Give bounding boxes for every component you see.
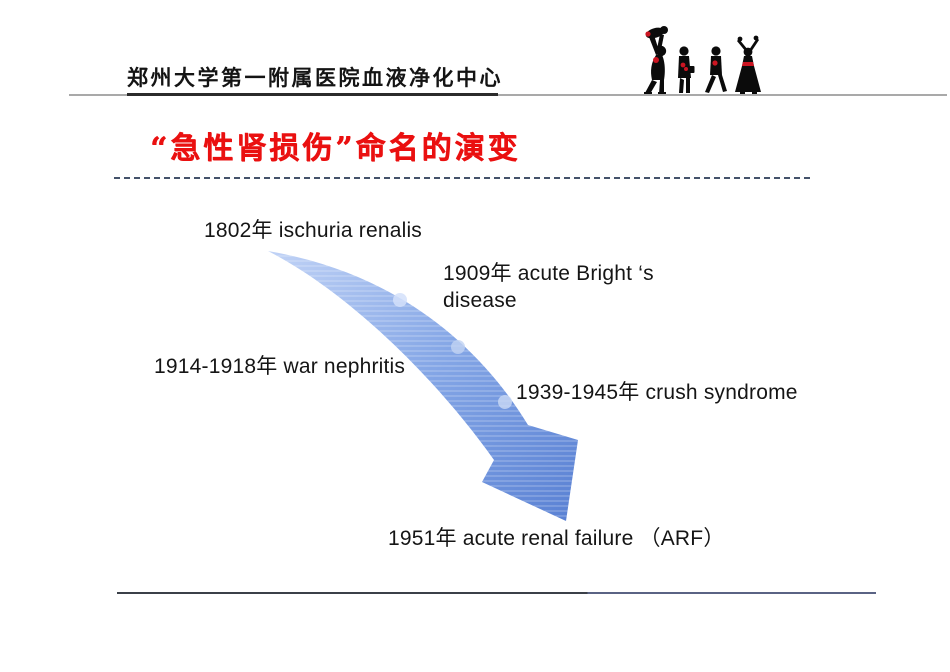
timeline-item-1909: 1909年 acute Bright ‘s disease — [443, 260, 703, 314]
slide-title: “急性肾损伤”命名的演变 — [150, 131, 521, 166]
people-silhouettes — [644, 26, 761, 95]
arrow-highlight-dot — [498, 395, 512, 409]
silhouette-standing-person-icon — [678, 46, 695, 93]
timeline-item-1914-1918: 1914-1918年 war nephritis — [154, 355, 406, 378]
timeline-item-1951: 1951年 acute renal failure （ARF） — [388, 527, 725, 550]
title-dashed-divider — [114, 177, 810, 179]
silhouette-dancer-icon — [735, 35, 761, 94]
evolution-arrow — [268, 251, 578, 521]
arrow-stripe-texture — [268, 251, 578, 521]
hospital-org-name: 郑州大学第一附属医院血液净化中心 — [127, 65, 503, 90]
timeline-item-1939-1945: 1939-1945年 crush syndrome — [516, 381, 798, 404]
silhouette-walking-person-icon — [705, 46, 727, 93]
silhouette-mother-and-child-icon — [644, 26, 668, 95]
footer-rule — [117, 592, 876, 594]
timeline-item-1909-line1: 1909年 acute Bright ‘s — [443, 262, 654, 285]
org-name-underline — [127, 93, 498, 96]
header-rule — [69, 94, 947, 96]
arrow-highlight-dot — [451, 340, 465, 354]
timeline-item-1909-line2: disease — [443, 289, 517, 312]
arrow-highlight-dot — [393, 293, 407, 307]
timeline-item-1802: 1802年 ischuria renalis — [204, 219, 423, 242]
